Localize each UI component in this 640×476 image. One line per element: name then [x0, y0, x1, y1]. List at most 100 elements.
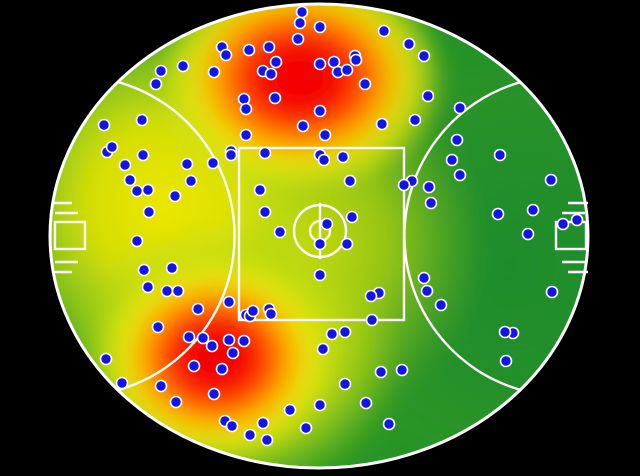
possession-marker[interactable]	[262, 40, 276, 54]
possession-marker[interactable]	[253, 183, 267, 197]
possession-marker[interactable]	[343, 174, 357, 188]
possession-marker[interactable]	[154, 64, 168, 78]
possession-marker[interactable]	[136, 148, 150, 162]
possession-marker[interactable]	[224, 148, 238, 162]
possession-marker[interactable]	[149, 77, 163, 91]
possession-marker[interactable]	[130, 234, 144, 248]
possession-marker[interactable]	[222, 295, 236, 309]
possession-marker[interactable]	[260, 433, 274, 447]
possession-marker[interactable]	[395, 363, 409, 377]
possession-marker[interactable]	[349, 53, 363, 67]
possession-marker[interactable]	[364, 289, 378, 303]
possession-marker[interactable]	[268, 91, 282, 105]
possession-marker[interactable]	[168, 189, 182, 203]
possession-marker[interactable]	[269, 55, 283, 69]
possession-marker[interactable]	[358, 77, 372, 91]
possession-marker[interactable]	[118, 158, 132, 172]
possession-marker[interactable]	[422, 180, 436, 194]
possession-marker[interactable]	[171, 284, 185, 298]
possession-marker[interactable]	[445, 153, 459, 167]
possession-marker[interactable]	[135, 113, 149, 127]
possession-marker[interactable]	[141, 280, 155, 294]
possession-marker[interactable]	[123, 173, 137, 187]
possession-marker[interactable]	[264, 67, 278, 81]
possession-marker[interactable]	[450, 133, 464, 147]
possession-marker[interactable]	[293, 16, 307, 30]
possession-marker[interactable]	[316, 342, 330, 356]
possession-marker[interactable]	[225, 419, 239, 433]
possession-marker[interactable]	[374, 365, 388, 379]
possession-marker[interactable]	[313, 398, 327, 412]
possession-marker[interactable]	[499, 354, 513, 368]
possession-marker[interactable]	[273, 225, 287, 239]
possession-marker[interactable]	[453, 168, 467, 182]
possession-marker[interactable]	[313, 57, 327, 71]
possession-marker[interactable]	[239, 102, 253, 116]
possession-marker[interactable]	[318, 128, 332, 142]
possession-marker[interactable]	[237, 334, 251, 348]
possession-marker[interactable]	[154, 379, 168, 393]
possession-marker[interactable]	[402, 37, 416, 51]
possession-marker[interactable]	[317, 153, 331, 167]
possession-marker[interactable]	[264, 307, 278, 321]
possession-marker[interactable]	[434, 298, 448, 312]
possession-marker[interactable]	[299, 421, 313, 435]
possession-marker[interactable]	[424, 196, 438, 210]
possession-marker[interactable]	[365, 313, 379, 327]
possession-marker[interactable]	[215, 362, 229, 376]
possession-marker[interactable]	[295, 5, 309, 19]
possession-marker[interactable]	[340, 63, 354, 77]
possession-marker[interactable]	[283, 403, 297, 417]
possession-marker[interactable]	[313, 237, 327, 251]
possession-marker[interactable]	[359, 396, 373, 410]
possession-marker[interactable]	[219, 48, 233, 62]
possession-marker[interactable]	[313, 104, 327, 118]
possession-marker[interactable]	[325, 327, 339, 341]
possession-marker[interactable]	[239, 128, 253, 142]
possession-marker[interactable]	[521, 227, 535, 241]
possession-marker[interactable]	[545, 285, 559, 299]
possession-marker[interactable]	[237, 92, 251, 106]
possession-marker[interactable]	[377, 24, 391, 38]
possession-marker[interactable]	[141, 183, 155, 197]
possession-marker[interactable]	[130, 184, 144, 198]
possession-marker[interactable]	[97, 118, 111, 132]
possession-marker[interactable]	[206, 156, 220, 170]
possession-marker[interactable]	[345, 210, 359, 224]
possession-marker[interactable]	[491, 207, 505, 221]
possession-marker[interactable]	[338, 325, 352, 339]
possession-marker[interactable]	[191, 302, 205, 316]
possession-marker[interactable]	[338, 377, 352, 391]
possession-marker[interactable]	[421, 89, 435, 103]
possession-marker[interactable]	[142, 205, 156, 219]
possession-marker[interactable]	[184, 174, 198, 188]
possession-marker[interactable]	[243, 428, 257, 442]
possession-marker[interactable]	[169, 395, 183, 409]
possession-marker[interactable]	[246, 304, 260, 318]
possession-marker[interactable]	[570, 213, 584, 227]
possession-marker[interactable]	[375, 117, 389, 131]
possession-marker[interactable]	[397, 178, 411, 192]
possession-marker[interactable]	[176, 59, 190, 73]
possession-marker[interactable]	[242, 43, 256, 57]
possession-marker[interactable]	[336, 150, 350, 164]
possession-marker[interactable]	[256, 416, 270, 430]
possession-marker[interactable]	[182, 330, 196, 344]
possession-marker[interactable]	[296, 119, 310, 133]
possession-marker[interactable]	[408, 113, 422, 127]
possession-marker[interactable]	[498, 325, 512, 339]
possession-marker[interactable]	[180, 157, 194, 171]
possession-marker[interactable]	[226, 346, 240, 360]
possession-marker[interactable]	[258, 146, 272, 160]
possession-marker[interactable]	[151, 320, 165, 334]
possession-marker[interactable]	[417, 271, 431, 285]
possession-marker[interactable]	[420, 284, 434, 298]
possession-marker[interactable]	[417, 49, 431, 63]
possession-marker[interactable]	[105, 140, 119, 154]
possession-marker[interactable]	[453, 101, 467, 115]
possession-marker[interactable]	[526, 203, 540, 217]
possession-marker[interactable]	[493, 148, 507, 162]
possession-marker[interactable]	[137, 263, 151, 277]
possession-marker[interactable]	[160, 284, 174, 298]
possession-marker[interactable]	[258, 205, 272, 219]
